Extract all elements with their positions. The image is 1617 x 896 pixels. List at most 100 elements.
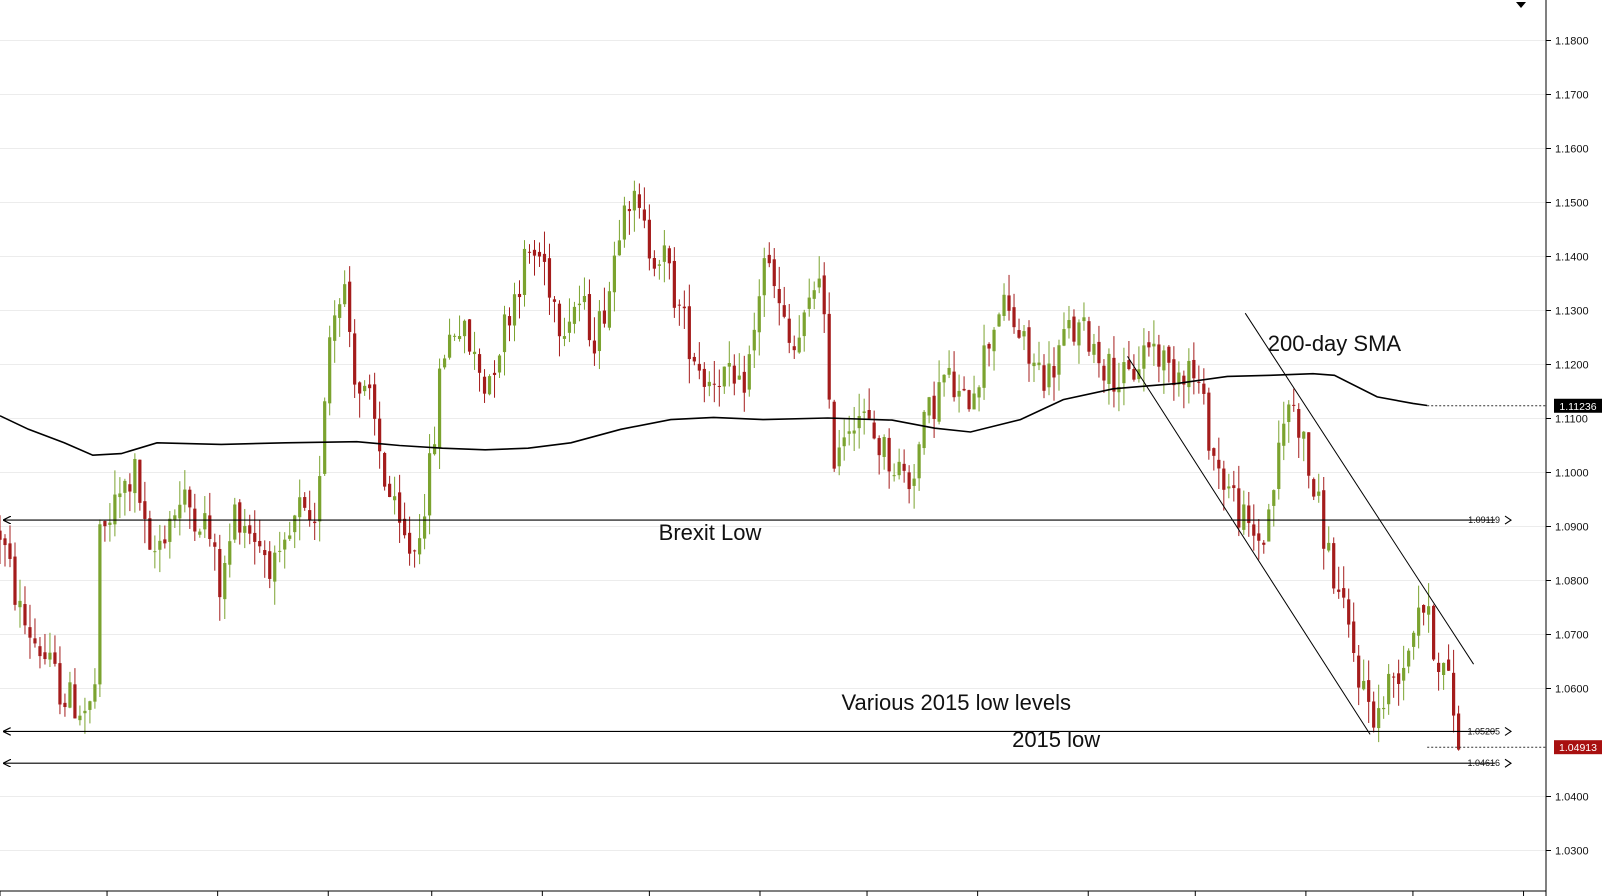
candle — [413, 549, 417, 568]
candle-body — [1052, 366, 1056, 378]
candle — [927, 396, 931, 424]
candle-body — [482, 376, 487, 394]
candle-body — [1227, 486, 1231, 489]
candle — [1067, 305, 1071, 339]
candle — [153, 535, 157, 569]
candle — [158, 524, 162, 573]
candle — [3, 534, 7, 567]
candle — [587, 279, 592, 347]
candle-body — [827, 313, 831, 400]
candle-body — [442, 358, 447, 368]
price-tag — [1554, 398, 1602, 413]
candle — [253, 510, 257, 565]
candle — [1327, 526, 1331, 553]
candle-body — [283, 539, 287, 550]
candle — [427, 434, 432, 535]
candle-body — [927, 397, 931, 416]
candle-body — [582, 295, 587, 303]
candle-body — [198, 531, 202, 535]
candle — [462, 319, 467, 354]
candle-body — [353, 333, 357, 385]
candle-body — [947, 367, 951, 375]
candle — [1022, 324, 1026, 351]
candle-body — [797, 337, 801, 353]
candle — [1322, 476, 1326, 570]
candle — [178, 481, 182, 536]
candle — [977, 385, 981, 412]
candle-body — [637, 194, 641, 208]
candle — [917, 441, 921, 491]
candle — [712, 360, 716, 403]
candle-body — [263, 550, 267, 556]
candle-body — [652, 258, 656, 269]
candle-body — [837, 447, 841, 467]
candle-body — [1372, 701, 1376, 728]
candle — [303, 492, 307, 511]
candle-body — [173, 515, 177, 520]
candle — [1072, 309, 1076, 346]
candle — [173, 509, 177, 528]
candle-body — [1127, 360, 1131, 370]
candle — [1107, 348, 1111, 405]
candle-body — [702, 368, 706, 387]
candle-body — [313, 521, 317, 524]
candle-body — [682, 306, 686, 309]
candle-body — [1177, 372, 1181, 385]
candle — [557, 300, 562, 357]
candle-body — [1347, 599, 1351, 625]
candle-body — [422, 516, 427, 539]
sma-200-line — [0, 372, 1428, 457]
candle — [767, 242, 771, 268]
candle — [298, 479, 302, 541]
price-tag-label: 1.04913 — [1559, 742, 1597, 754]
candle-body — [427, 453, 432, 516]
candle — [877, 435, 881, 475]
candle-body — [1042, 365, 1046, 391]
candle — [822, 262, 826, 333]
candle-body — [398, 492, 402, 523]
candle — [447, 318, 452, 360]
candle-body — [128, 484, 132, 492]
candle — [1387, 664, 1391, 715]
candle — [1337, 566, 1341, 599]
candle-body — [403, 518, 407, 536]
candle-body — [877, 438, 881, 456]
candle — [647, 204, 651, 271]
y-tick-label: 1.1300 — [1555, 306, 1589, 318]
candle — [612, 241, 617, 312]
candle-body — [777, 289, 781, 304]
candle — [228, 523, 232, 578]
candle-body — [43, 652, 47, 660]
candle-body — [862, 411, 866, 413]
candle-body — [982, 345, 986, 388]
candle-body — [258, 540, 262, 547]
candle — [887, 428, 891, 489]
candle-body — [158, 540, 162, 550]
candle — [792, 335, 796, 359]
candle — [1432, 604, 1436, 662]
candle — [1257, 519, 1261, 560]
candle-body — [1117, 387, 1121, 393]
candle — [607, 281, 612, 331]
candle-body — [1152, 343, 1156, 347]
candle — [1187, 348, 1191, 404]
candle — [378, 401, 382, 469]
candle — [1292, 388, 1296, 412]
candle-body — [667, 248, 671, 264]
candle-body — [53, 652, 57, 664]
candle-body — [63, 702, 67, 708]
candle-body — [1077, 322, 1081, 346]
candle — [597, 300, 602, 370]
candle-body — [1142, 345, 1146, 369]
candle-body — [1292, 404, 1296, 406]
candlestick-series — [0, 180, 1461, 751]
scroll-down-icon[interactable] — [1516, 2, 1526, 8]
candle-body — [138, 459, 142, 503]
candle — [417, 514, 422, 565]
candle — [1407, 648, 1411, 674]
candle — [637, 183, 641, 219]
candle — [1012, 293, 1016, 334]
candle-body — [752, 329, 756, 351]
candle-body — [1222, 468, 1226, 490]
